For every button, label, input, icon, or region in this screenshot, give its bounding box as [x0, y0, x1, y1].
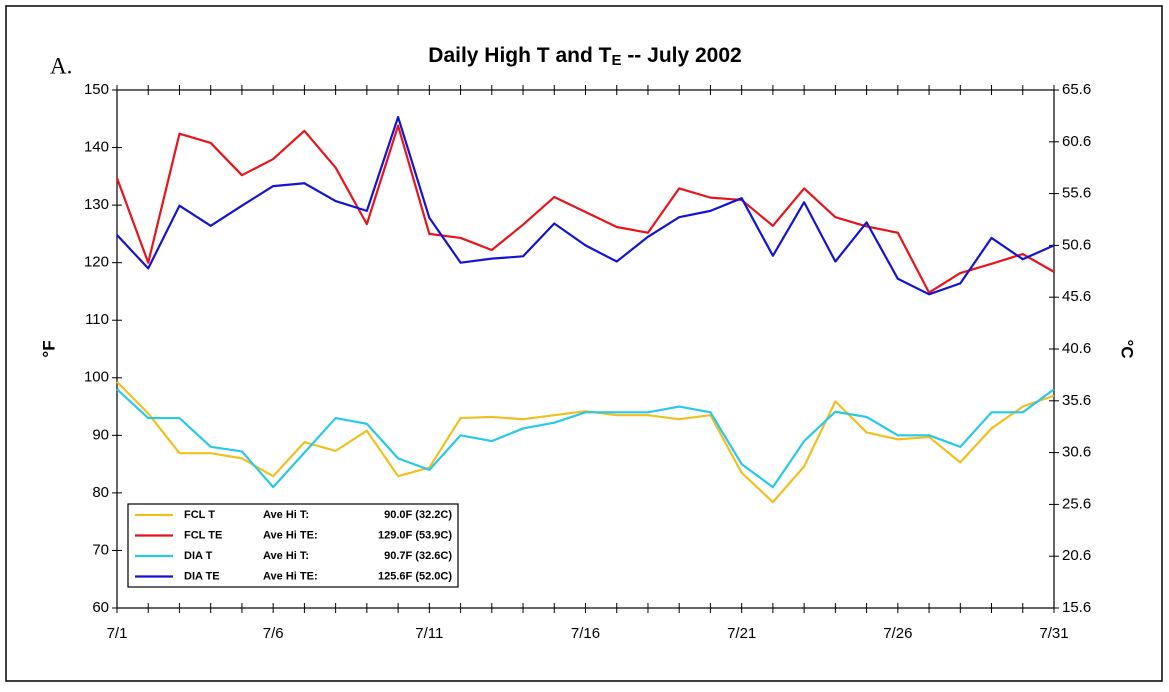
legend-label: DIA T — [184, 550, 213, 562]
legend-label: DIA TE — [184, 570, 220, 582]
legend-box — [127, 503, 459, 588]
y2-tick-label: 25.6 — [1062, 495, 1091, 512]
y2-tick-label: 35.6 — [1062, 392, 1091, 409]
legend-avg-label: Ave Hi T: — [263, 550, 309, 562]
y-tick-label: 130 — [84, 196, 109, 213]
series-line — [115, 124, 1055, 294]
y-tick-label: 80 — [92, 484, 109, 501]
x-tick-label: 7/1 — [107, 625, 128, 642]
y-tick-label: 140 — [84, 139, 109, 156]
y-tick-label: 100 — [84, 369, 109, 386]
legend-avg-value: 90.7F (32.6C) — [384, 550, 452, 562]
y2-axis-label: °C — [1118, 339, 1137, 358]
legend-avg-label: Ave Hi TE: — [263, 529, 318, 541]
y2-tick-label: 15.6 — [1062, 599, 1091, 616]
legend-label: FCL TE — [184, 529, 222, 541]
x-tick-label: 7/21 — [727, 625, 756, 642]
x-tick-label: 7/6 — [263, 625, 284, 642]
legend-avg-label: Ave Hi T: — [263, 509, 309, 521]
series-line — [116, 388, 1055, 489]
y-axis-label: °F — [39, 340, 58, 357]
title-main: Daily High T and T — [428, 44, 611, 67]
title-subscript: E — [611, 52, 621, 69]
title-suffix: -- July 2002 — [621, 44, 741, 67]
y2-tick-label: 50.6 — [1062, 236, 1091, 253]
x-tick-label: 7/11 — [415, 625, 443, 642]
annotation: A. — [50, 53, 72, 78]
y2-tick-label: 45.6 — [1062, 288, 1091, 305]
legend-avg-label: Ave Hi TE: — [263, 570, 318, 582]
y-tick-label: 120 — [84, 254, 109, 271]
y2-tick-label: 55.6 — [1062, 185, 1091, 202]
y-tick-label: 70 — [92, 541, 109, 558]
x-tick-label: 7/16 — [571, 625, 600, 642]
y2-tick-label: 40.6 — [1062, 340, 1091, 357]
y-tick-label: 110 — [85, 311, 109, 328]
legend-avg-value: 125.6F (52.0C) — [378, 570, 452, 582]
y-tick-label: 60 — [92, 599, 109, 616]
chart-title: Daily High T and TE -- July 2002 — [428, 44, 741, 69]
legend-label: FCL T — [184, 509, 215, 521]
y2-tick-label: 65.6 — [1062, 81, 1091, 98]
y2-tick-label: 30.6 — [1062, 444, 1091, 461]
series-line — [116, 381, 1055, 504]
series-line — [116, 115, 1055, 296]
y2-tick-label: 60.6 — [1062, 133, 1091, 150]
y-tick-label: 150 — [84, 81, 109, 98]
legend-avg-value: 129.0F (53.9C) — [378, 529, 452, 541]
y2-tick-label: 20.6 — [1062, 547, 1091, 564]
x-tick-label: 7/31 — [1039, 625, 1068, 642]
legend-avg-value: 90.0F (32.2C) — [384, 509, 452, 521]
x-tick-label: 7/26 — [883, 625, 912, 642]
y-tick-label: 90 — [92, 426, 109, 443]
